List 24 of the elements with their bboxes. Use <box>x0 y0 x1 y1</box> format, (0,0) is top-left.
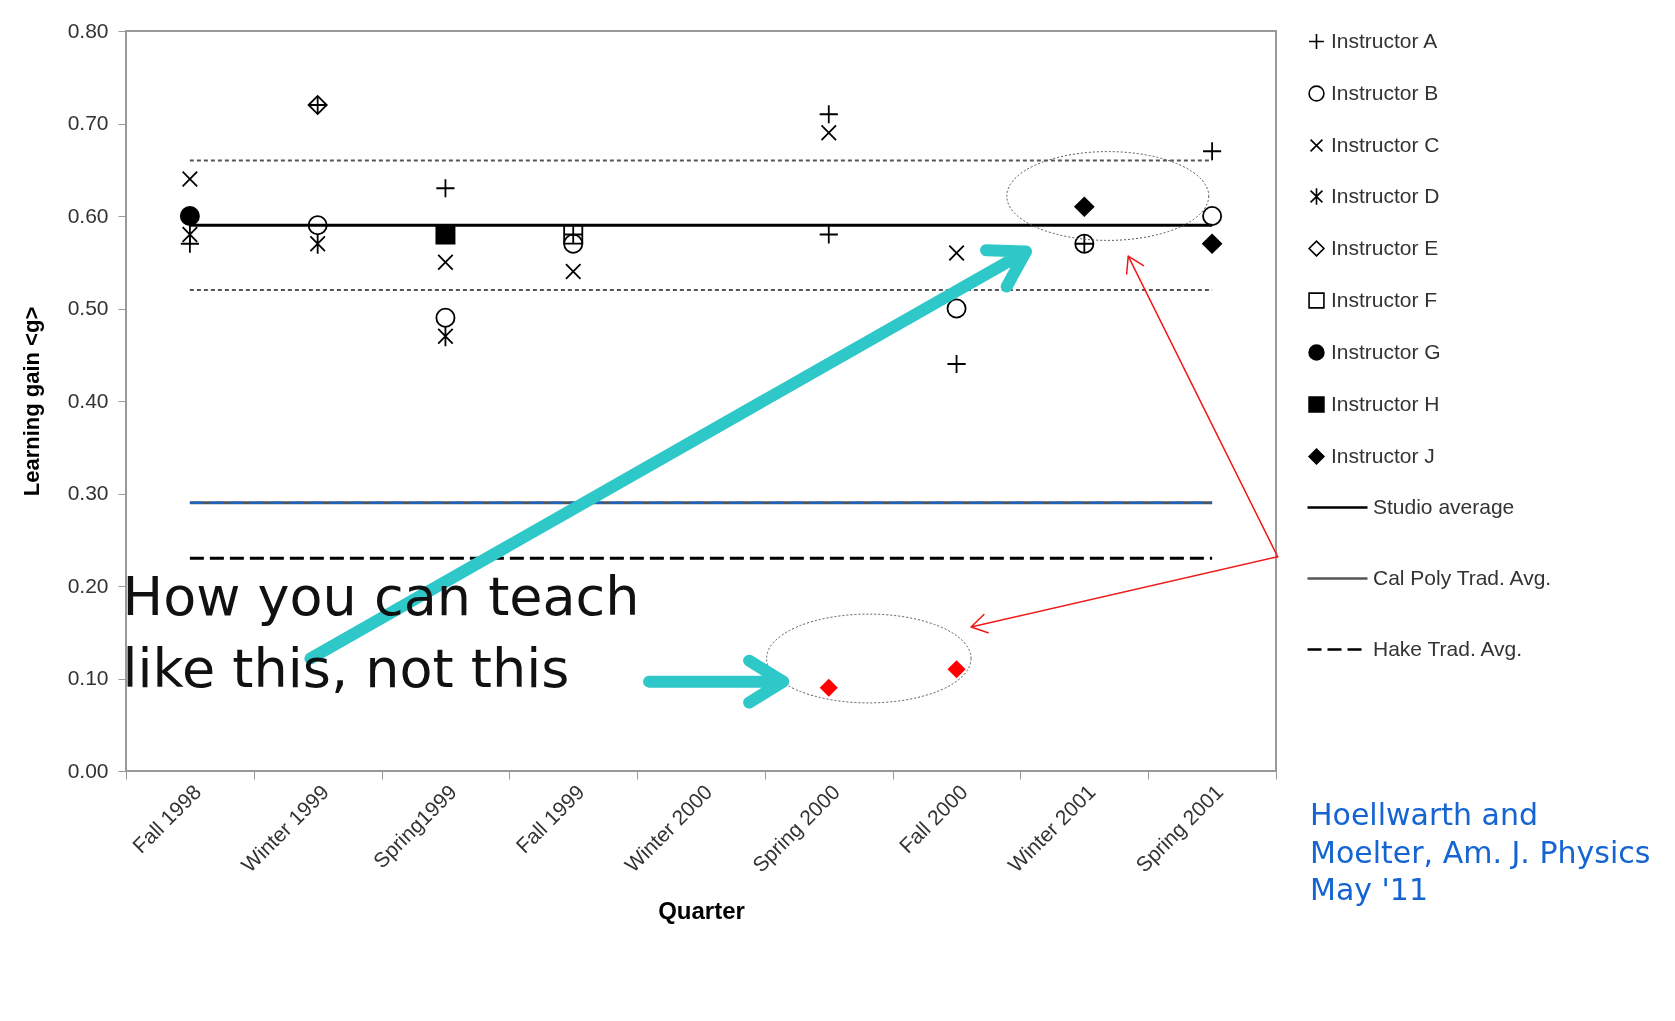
legend-label: Studio average <box>1373 494 1515 518</box>
legend-label: Instructor C <box>1331 132 1440 156</box>
y-tick-label: 0.30 <box>67 481 109 504</box>
legend-label: Instructor F <box>1331 287 1438 311</box>
legend-label: Cal Poly Trad. Avg. <box>1373 565 1552 589</box>
y-tick-label: 0.10 <box>67 666 109 689</box>
legend-label: Instructor E <box>1331 235 1439 259</box>
y-axis-title: Learning gain <g> <box>18 306 44 497</box>
legend-label: Instructor J <box>1331 443 1435 467</box>
y-tick-label: 0.20 <box>67 573 109 597</box>
legend-label: Instructor B <box>1331 80 1439 104</box>
y-tick-label: 0.80 <box>67 18 109 42</box>
legend-label: Instructor A <box>1331 28 1438 52</box>
y-tick-label: 0.40 <box>67 388 109 412</box>
legend-label: Instructor H <box>1331 391 1440 415</box>
legend-label: Instructor G <box>1331 339 1441 363</box>
y-tick-label: 0.50 <box>67 296 109 319</box>
y-tick-label: 0.60 <box>67 203 109 227</box>
y-tick-label: 0.00 <box>67 758 109 782</box>
legend-label: Instructor D <box>1331 183 1440 207</box>
text: Hoellwarth and Moelter, Am. J. Physics May '11 <box>1310 796 1652 909</box>
y-tick-label: 0.70 <box>67 111 109 134</box>
x-axis-title: Quarter <box>658 897 745 925</box>
legend-label: Hake Trad. Avg. <box>1373 636 1523 660</box>
